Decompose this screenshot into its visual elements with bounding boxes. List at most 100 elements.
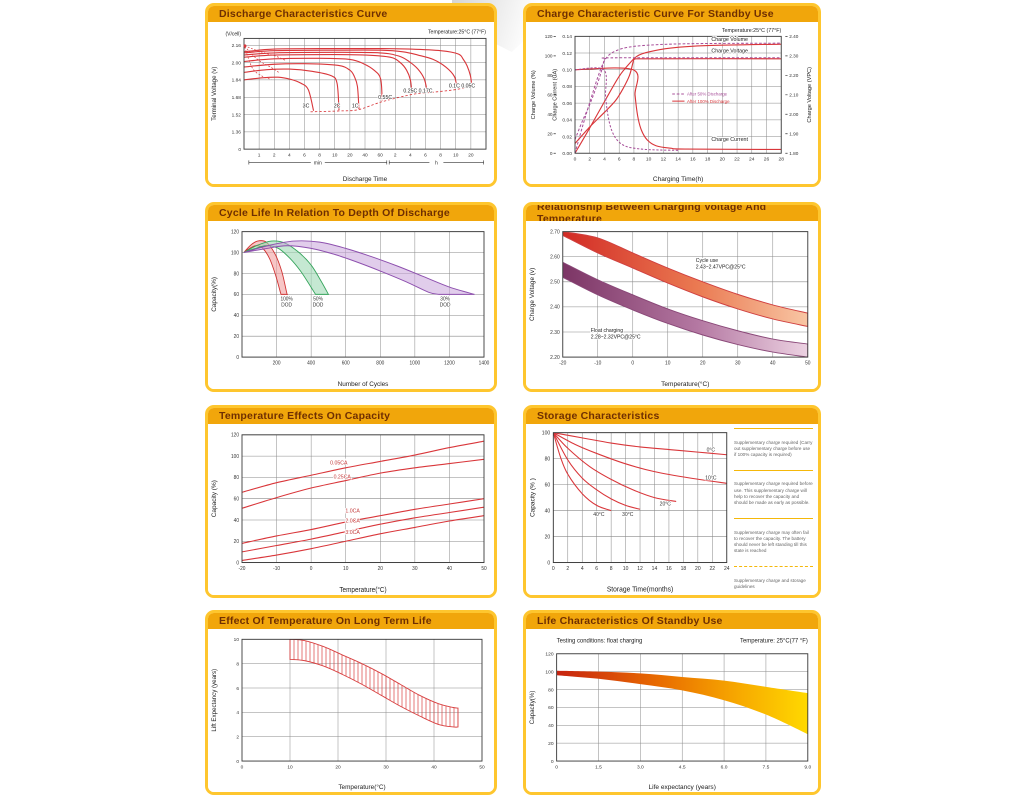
svg-text:Lift Expectancy (years): Lift Expectancy (years) [211, 669, 218, 732]
svg-text:1C: 1C [352, 103, 359, 109]
panel-cycle-life: Cycle Life In Relation To Depth Of Disch… [205, 202, 497, 392]
svg-text:6.0: 6.0 [721, 764, 728, 770]
svg-text:0°C: 0°C [707, 447, 716, 453]
chart-svg-charging-voltage-temp: -20 -10 0 10 20 30 40 50 2.20 2.30 2.40 2.50 2.60 2.7… [529, 229, 811, 387]
svg-text:0.00: 0.00 [562, 151, 572, 157]
svg-text:7.5: 7.5 [763, 764, 770, 770]
storage-note: Supplementary charge required (Carry out… [734, 439, 813, 458]
svg-text:1.84: 1.84 [232, 78, 242, 84]
svg-text:0.05CA: 0.05CA [330, 460, 348, 466]
svg-text:Number of Cycles: Number of Cycles [338, 381, 389, 388]
svg-text:20: 20 [547, 131, 553, 136]
panel-charge-characteristic: Charge Characteristic Curve For Standby … [523, 3, 821, 187]
svg-text:20: 20 [545, 534, 551, 540]
svg-text:0.08: 0.08 [562, 84, 572, 90]
svg-text:Charge Volume: Charge Volume [711, 37, 748, 43]
panel-title-bar: Cycle Life In Relation To Depth Of Disch… [208, 205, 494, 221]
panel-title-text: Effect Of Temperature On Long Term Life [219, 615, 432, 627]
svg-text:10°C: 10°C [705, 475, 717, 481]
svg-text:0: 0 [238, 147, 241, 153]
svg-text:Life expectancy (years): Life expectancy (years) [649, 784, 716, 791]
panel-title-bar: Life Characteristics Of Standby Use [526, 613, 818, 629]
svg-text:2.70: 2.70 [550, 229, 560, 235]
svg-text:40: 40 [545, 508, 551, 514]
svg-text:Charge Voltage (VPC): Charge Voltage (VPC) [807, 67, 813, 123]
svg-text:60: 60 [548, 705, 554, 711]
svg-text:1.5: 1.5 [595, 764, 602, 770]
svg-text:50%DOD: 50% DOD [313, 297, 324, 309]
svg-text:0: 0 [552, 566, 555, 572]
svg-text:40: 40 [234, 518, 240, 524]
svg-text:Temperature: 25°C(77 °F): Temperature: 25°C(77 °F) [740, 638, 808, 644]
svg-text:4.5: 4.5 [679, 764, 686, 770]
svg-text:20: 20 [548, 741, 554, 747]
svg-text:2.30: 2.30 [789, 54, 798, 59]
svg-text:80: 80 [234, 271, 240, 277]
svg-text:Testing conditions: float char: Testing conditions: float charging [557, 638, 643, 644]
panel-long-term-life: Effect Of Temperature On Long Term Life … [205, 610, 497, 795]
svg-text:20: 20 [234, 334, 240, 340]
svg-text:10: 10 [343, 566, 349, 572]
svg-text:6: 6 [595, 566, 598, 572]
svg-text:10: 10 [665, 360, 671, 366]
svg-text:9.0: 9.0 [804, 764, 811, 770]
panel-temperature-effects: Temperature Effects On Capacity -20 -10 0 1… [205, 405, 497, 598]
svg-text:120: 120 [545, 651, 553, 657]
svg-text:2.30: 2.30 [550, 330, 560, 336]
svg-text:Charge Current (CA): Charge Current (CA) [553, 69, 559, 121]
svg-text:16: 16 [666, 566, 672, 572]
note-separator [734, 565, 813, 567]
svg-text:200: 200 [273, 360, 281, 366]
svg-text:60: 60 [547, 93, 553, 98]
svg-text:Capacity(%): Capacity(%) [211, 277, 218, 312]
svg-text:0: 0 [310, 566, 313, 572]
svg-text:2: 2 [394, 152, 397, 158]
svg-text:Temperature:25°C (77°F): Temperature:25°C (77°F) [722, 28, 782, 34]
svg-text:2: 2 [236, 734, 239, 740]
svg-text:100: 100 [542, 430, 551, 436]
svg-text:Capacity(%): Capacity(%) [529, 691, 536, 725]
panel-title-bar: Charge Characteristic Curve For Standby … [526, 6, 818, 22]
chart-svg-discharge: 1 2 4 6 8 10 20 40 60 2 4 6 8 10 20 2.16 2.00 1.84 1.68 1.5… [212, 29, 487, 183]
svg-text:10: 10 [453, 152, 459, 158]
panel-title-text: Storage Characteristics [537, 410, 660, 422]
svg-text:40: 40 [447, 566, 453, 572]
svg-text:18: 18 [705, 156, 711, 162]
panel-title-bar: Relationship Between Charging Voltage An… [526, 205, 818, 225]
svg-text:60: 60 [234, 496, 240, 502]
svg-text:12: 12 [661, 156, 667, 162]
svg-text:Charge Voltage: Charge Voltage [711, 49, 748, 55]
svg-text:-10: -10 [273, 566, 280, 572]
svg-text:40: 40 [431, 764, 437, 770]
svg-text:0: 0 [574, 156, 577, 162]
svg-text:2: 2 [273, 152, 276, 158]
svg-text:2.20: 2.20 [789, 73, 798, 78]
storage-note: Supplementary charge required before use… [734, 481, 813, 506]
svg-text:h: h [435, 160, 438, 166]
svg-text:8: 8 [236, 661, 239, 667]
svg-text:80: 80 [547, 73, 553, 78]
svg-text:0.04: 0.04 [562, 118, 572, 124]
svg-text:Storage Time(months): Storage Time(months) [607, 587, 673, 594]
svg-text:0.25CA: 0.25CA [334, 474, 352, 480]
svg-text:60: 60 [545, 482, 551, 488]
svg-text:1000: 1000 [410, 360, 421, 366]
svg-text:1.36: 1.36 [232, 130, 242, 136]
svg-text:4: 4 [603, 156, 606, 162]
svg-text:0.25C 0.17C: 0.25C 0.17C [403, 88, 432, 94]
svg-text:Charge Voltage (v): Charge Voltage (v) [529, 268, 536, 321]
svg-text:120: 120 [231, 433, 239, 439]
svg-text:Charging Time(h): Charging Time(h) [653, 176, 703, 183]
svg-text:30: 30 [412, 566, 418, 572]
panel-title-text: Charge Characteristic Curve For Standby … [537, 8, 774, 20]
svg-text:20: 20 [695, 566, 701, 572]
svg-text:100: 100 [231, 250, 239, 256]
svg-text:60: 60 [377, 152, 383, 158]
svg-text:0.14: 0.14 [562, 34, 572, 40]
svg-text:1.90: 1.90 [789, 131, 798, 136]
chart-svg-long-term-life: 0 10 20 30 40 50 0 2 4 6 8 10 Temperature(°C) Lift Ex… [211, 637, 485, 791]
svg-text:50: 50 [805, 360, 811, 366]
svg-text:2: 2 [566, 566, 569, 572]
